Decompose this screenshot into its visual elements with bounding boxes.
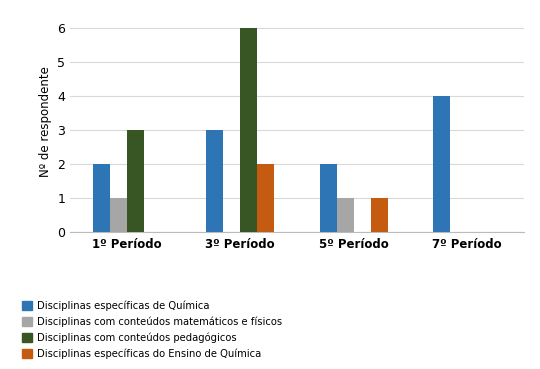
Bar — [337, 199, 354, 232]
Legend: Disciplinas específicas de Química, Disciplinas com conteúdos matemáticos e físi: Disciplinas específicas de Química, Disc… — [21, 300, 283, 360]
Bar — [258, 164, 274, 232]
Bar — [371, 199, 388, 232]
Bar — [433, 96, 450, 232]
Bar — [206, 130, 224, 232]
Bar — [110, 199, 127, 232]
Y-axis label: Nº de respondente: Nº de respondente — [39, 66, 52, 177]
Bar — [240, 28, 258, 232]
Bar — [320, 164, 337, 232]
Bar — [127, 130, 144, 232]
Bar — [93, 164, 110, 232]
